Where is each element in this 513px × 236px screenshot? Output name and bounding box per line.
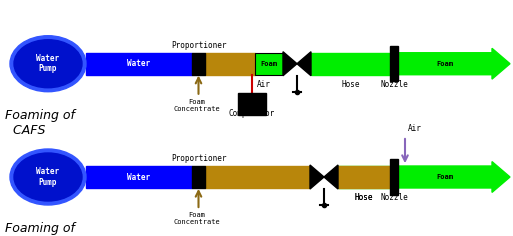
Bar — [390, 159, 398, 195]
Text: Foaming of
  CAFS: Foaming of CAFS — [5, 109, 75, 137]
Bar — [338, 166, 390, 188]
Bar — [311, 53, 390, 75]
FancyArrow shape — [398, 162, 510, 192]
Ellipse shape — [14, 40, 82, 88]
Text: Water
Pump: Water Pump — [36, 54, 60, 73]
Bar — [390, 46, 398, 81]
Bar — [205, 53, 255, 75]
Text: Nozzle: Nozzle — [380, 193, 408, 202]
FancyArrow shape — [398, 48, 510, 79]
Text: Foam: Foam — [261, 61, 278, 67]
Text: Water
Pump: Water Pump — [36, 167, 60, 187]
Bar — [205, 166, 310, 188]
Ellipse shape — [10, 149, 86, 205]
Bar — [86, 166, 192, 188]
Text: Proportioner: Proportioner — [171, 154, 226, 163]
Bar — [238, 93, 266, 115]
Ellipse shape — [10, 36, 86, 92]
Polygon shape — [310, 165, 324, 189]
Polygon shape — [324, 165, 338, 189]
Text: Hose: Hose — [341, 80, 360, 89]
Text: Hose: Hose — [355, 193, 373, 202]
Text: Air: Air — [257, 80, 271, 89]
Bar — [192, 166, 205, 188]
Bar — [255, 53, 283, 75]
Text: Foam: Foam — [437, 174, 453, 180]
Bar — [338, 166, 390, 188]
Polygon shape — [283, 52, 297, 76]
Text: Proportioner: Proportioner — [171, 41, 226, 50]
Text: Compressor: Compressor — [229, 109, 275, 118]
Text: Air: Air — [408, 124, 422, 133]
Text: Water: Water — [127, 173, 150, 181]
Bar — [86, 53, 192, 75]
Text: Water: Water — [127, 59, 150, 68]
Text: Foam
Concentrate: Foam Concentrate — [173, 212, 220, 225]
Ellipse shape — [14, 153, 82, 201]
Text: Nozzle: Nozzle — [380, 80, 408, 89]
Text: Foam: Foam — [437, 61, 453, 67]
Bar — [192, 53, 205, 75]
Text: Foaming of
Foam System: Foaming of Foam System — [5, 222, 90, 236]
Text: Foam
Concentrate: Foam Concentrate — [173, 99, 220, 112]
Text: Hose: Hose — [355, 193, 373, 202]
Polygon shape — [297, 52, 311, 76]
